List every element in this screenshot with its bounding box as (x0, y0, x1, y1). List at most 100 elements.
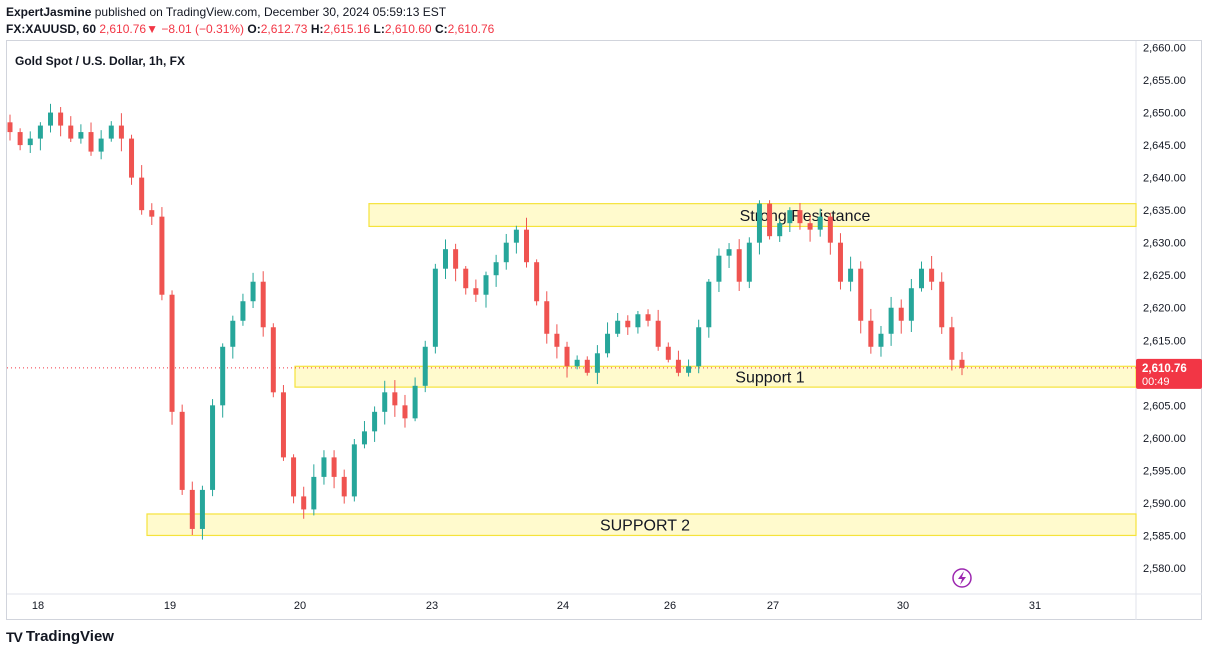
candle-body (250, 281, 256, 302)
candle-body (858, 268, 864, 321)
down-arrow-icon: ▼ (146, 22, 158, 36)
y-tick-label: 2,605.00 (1143, 400, 1186, 412)
x-tick-label: 31 (1029, 600, 1041, 612)
candle-body (199, 489, 205, 529)
candles-group (7, 103, 965, 540)
candle-body (534, 262, 540, 302)
x-tick-label: 23 (426, 600, 438, 612)
candle-body (139, 177, 145, 211)
chart-frame (6, 40, 1202, 620)
candle-body (442, 249, 448, 269)
candle-body (230, 320, 236, 347)
candle-body (382, 392, 388, 412)
y-tick-label: 2,615.00 (1143, 335, 1186, 347)
close-label: C: (434, 22, 448, 36)
candle-body (655, 320, 661, 347)
candle-body (868, 320, 874, 347)
x-tick-label: 24 (557, 600, 569, 612)
candle-body (716, 255, 722, 282)
y-tick-label: 2,645.00 (1143, 140, 1186, 152)
candle-body (675, 359, 681, 373)
y-tick-label: 2,595.00 (1143, 465, 1186, 477)
last-price-tag (1136, 358, 1202, 389)
candle-body (888, 307, 894, 334)
candle-body (554, 333, 560, 347)
brand-name: TradingView (25, 628, 114, 645)
low-value: 2,610.60 (384, 22, 432, 36)
candle-body (665, 346, 671, 360)
candle-body (686, 366, 692, 373)
zone-label: Strong Resistance (740, 208, 871, 225)
zone-box (368, 203, 1137, 228)
lightning-bolt-icon (958, 571, 966, 585)
candle-body (848, 268, 854, 282)
candle-body (696, 327, 702, 367)
candle-body (311, 476, 317, 510)
candle-body (513, 229, 519, 243)
candle-body (827, 216, 833, 243)
candle-body (149, 210, 155, 217)
candle-body (898, 307, 904, 321)
candle-body (736, 249, 742, 282)
candle-body (78, 132, 84, 139)
candle-body (706, 281, 712, 328)
candle-body (372, 411, 378, 432)
y-tick-label: 2,660.00 (1143, 43, 1186, 55)
candle-body (605, 333, 611, 354)
candle-body (635, 314, 641, 328)
high-value: 2,615.16 (323, 22, 371, 36)
candle-body (918, 268, 924, 289)
candle-body (98, 138, 104, 152)
chart-title: Gold Spot / U.S. Dollar, 1h, FX (15, 54, 185, 68)
candle-body (392, 392, 398, 406)
low-label: L: (373, 22, 385, 36)
candle-body (908, 288, 914, 321)
zone-label: SUPPORT 2 (600, 518, 690, 535)
candle-body (280, 392, 286, 458)
candle-body (959, 359, 965, 368)
candle-body (432, 268, 438, 347)
candle-body (463, 268, 469, 289)
candle-body (726, 249, 732, 256)
zone-label: Support 1 (735, 370, 804, 387)
candle-body (351, 444, 357, 497)
candle-body (17, 132, 23, 146)
candle-body (58, 112, 64, 126)
candle-body (88, 132, 94, 152)
open-value: 2,612.73 (260, 22, 308, 36)
candle-body (301, 496, 307, 510)
candle-body (179, 411, 185, 490)
candle-body (422, 346, 428, 386)
x-tick-label: 19 (164, 600, 176, 612)
candle-body (807, 223, 813, 230)
publish-line: ExpertJasmine published on TradingView.c… (6, 5, 446, 19)
author-name[interactable]: ExpertJasmine (6, 5, 92, 19)
y-tick-label: 2,640.00 (1143, 173, 1186, 185)
candle-body (493, 262, 499, 276)
candle-body (331, 457, 337, 477)
candle-body (68, 125, 74, 139)
close-value: 2,610.76 (447, 22, 495, 36)
ohlc-line: FX:XAUUSD, 60 2,610.76▼ −8.01 (−0.31%) O… (6, 22, 494, 36)
x-tick-label: 26 (664, 600, 676, 612)
candle-body (473, 288, 479, 295)
candle-body (48, 112, 54, 126)
candle-body (939, 281, 945, 328)
candle-body (453, 249, 459, 269)
y-tick-label: 2,655.00 (1143, 75, 1186, 87)
last-price-tag-value: 2,610.76 (1142, 363, 1187, 375)
zone-box (146, 513, 1137, 537)
candle-body (402, 405, 408, 419)
candle-body (189, 489, 195, 529)
candle-body (817, 216, 823, 230)
candle-body (118, 125, 124, 139)
open-label: O: (247, 22, 261, 36)
y-tick-label: 2,630.00 (1143, 238, 1186, 250)
zone-box (294, 365, 1137, 388)
candle-body (524, 229, 530, 263)
candle-body (837, 242, 843, 282)
candle-body (544, 301, 550, 334)
candle-body (929, 268, 935, 282)
tradingview-logo[interactable]: TV TradingView (6, 628, 114, 645)
